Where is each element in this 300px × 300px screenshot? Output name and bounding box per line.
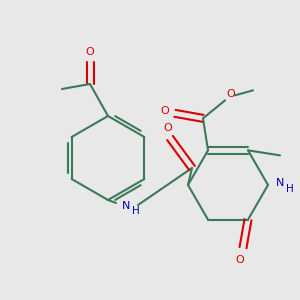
Text: O: O (236, 255, 244, 265)
Text: N: N (122, 201, 130, 211)
Text: O: O (160, 106, 169, 116)
Text: O: O (226, 89, 236, 99)
Text: H: H (132, 206, 140, 216)
Text: N: N (276, 178, 284, 188)
Text: O: O (85, 47, 94, 57)
Text: H: H (286, 184, 294, 194)
Text: O: O (164, 123, 172, 133)
